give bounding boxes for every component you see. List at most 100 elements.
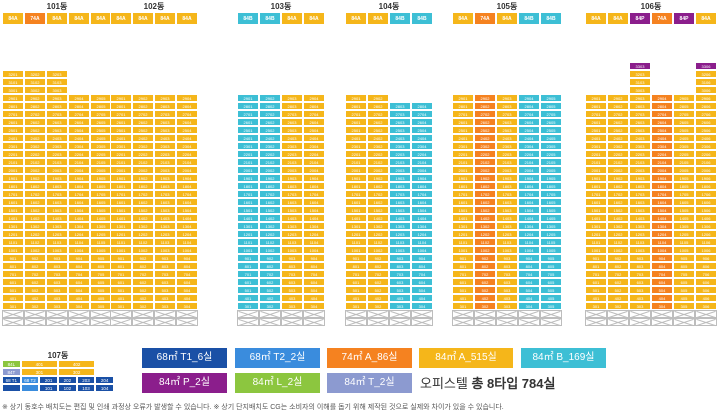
non-residential-cell <box>651 310 673 318</box>
unit-cell: 302 <box>24 302 46 310</box>
unit-cell-107: 102 <box>58 384 77 392</box>
unit-cell: 1403 <box>154 214 176 222</box>
unit-cell: 1506 <box>695 206 717 214</box>
unit-cell: 2603 <box>281 118 303 126</box>
unit-cell: 502 <box>607 286 629 294</box>
building-title-107: 107동 <box>47 351 69 360</box>
unit-cell: 2404 <box>176 134 198 142</box>
unit-cell: 1104 <box>303 238 325 246</box>
unit-cell: 803 <box>389 262 411 270</box>
unit-cell: 1805 <box>90 182 112 190</box>
unit-cell: 1203 <box>154 230 176 238</box>
unit-cell: 1103 <box>154 238 176 246</box>
non-residential-cell <box>110 310 132 318</box>
unit-cell: 1502 <box>132 206 154 214</box>
unit-cell: 1605 <box>673 198 695 206</box>
unit-cell: 1502 <box>607 206 629 214</box>
unit-cell: 1005 <box>90 246 112 254</box>
non-residential-cell <box>629 310 651 318</box>
unit-cell: 1301 <box>2 222 24 230</box>
unit-cell: 2103 <box>46 158 68 166</box>
unit-cell: 1701 <box>452 190 474 198</box>
unit-cell: 1505 <box>90 206 112 214</box>
unit-cell: 705 <box>540 270 562 278</box>
unit-cell: 1903 <box>281 174 303 182</box>
unit-cell: 2203 <box>389 150 411 158</box>
non-residential-cell <box>90 310 112 318</box>
unit-cell: 604 <box>176 278 198 286</box>
unit-cell: 3103 <box>46 78 68 86</box>
unit-cell: 803 <box>46 262 68 270</box>
unit-cell: 1002 <box>367 246 389 254</box>
unit-cell: 1803 <box>389 182 411 190</box>
unit-cell: 303 <box>154 302 176 310</box>
unit-cell: 2503 <box>154 126 176 134</box>
unit-cell: 1305 <box>90 222 112 230</box>
unit-cell: 3103 <box>629 78 651 86</box>
non-residential-cell <box>540 310 562 318</box>
unit-cell: 2801 <box>452 102 474 110</box>
unit-type-header: 84B <box>259 12 281 25</box>
unit-cell: 402 <box>132 294 154 302</box>
unit-cell: 601 <box>2 278 24 286</box>
unit-cell: 1601 <box>2 198 24 206</box>
unit-cell: 1604 <box>68 198 90 206</box>
unit-cell: 303 <box>496 302 518 310</box>
unit-cell: 1702 <box>259 190 281 198</box>
unit-cell: 2501 <box>110 126 132 134</box>
unit-cell: 802 <box>24 262 46 270</box>
unit-cell: 1004 <box>651 246 673 254</box>
unit-cell-107 <box>20 384 40 392</box>
unit-cell: 305 <box>673 302 695 310</box>
unit-cell: 2405 <box>90 134 112 142</box>
unit-cell: 1705 <box>90 190 112 198</box>
unit-cell: 1101 <box>237 238 259 246</box>
unit-cell: 2904 <box>518 94 540 102</box>
unit-cell: 2003 <box>46 166 68 174</box>
unit-cell: 803 <box>496 262 518 270</box>
unit-cell: 2205 <box>673 150 695 158</box>
unit-cell: 1203 <box>281 230 303 238</box>
unit-cell-107: 203 <box>76 376 96 384</box>
unit-cell: 2801 <box>110 102 132 110</box>
unit-cell: 1303 <box>496 222 518 230</box>
unit-cell: 1203 <box>496 230 518 238</box>
unit-cell: 2001 <box>2 166 24 174</box>
unit-cell: 1801 <box>452 182 474 190</box>
unit-cell: 3006 <box>695 86 717 94</box>
unit-cell: 2706 <box>695 110 717 118</box>
unit-cell: 1401 <box>237 214 259 222</box>
non-residential-cell <box>259 318 281 326</box>
unit-cell-107: 202 <box>58 376 77 384</box>
unit-cell: 904 <box>518 254 540 262</box>
unit-cell: 2105 <box>540 158 562 166</box>
unit-cell: 2803 <box>496 102 518 110</box>
unit-cell: 1102 <box>24 238 46 246</box>
unit-cell: 2104 <box>68 158 90 166</box>
unit-cell: 1804 <box>518 182 540 190</box>
unit-cell: 1801 <box>345 182 367 190</box>
unit-cell: 2103 <box>629 158 651 166</box>
unit-cell: 2504 <box>518 126 540 134</box>
unit-cell: 1503 <box>629 206 651 214</box>
unit-cell: 2003 <box>629 166 651 174</box>
unit-cell: 2203 <box>46 150 68 158</box>
unit-cell: 603 <box>281 278 303 286</box>
unit-cell: 1602 <box>607 198 629 206</box>
non-residential-cell <box>651 318 673 326</box>
unit-cell: 2803 <box>281 102 303 110</box>
unit-cell: 1503 <box>389 206 411 214</box>
unit-type-header: 84A <box>2 12 24 25</box>
unit-cell-107: 103 <box>76 384 96 392</box>
unit-cell: 603 <box>154 278 176 286</box>
unit-cell: 1601 <box>237 198 259 206</box>
non-residential-cell <box>695 310 717 318</box>
unit-cell: 1804 <box>303 182 325 190</box>
unit-cell: 2201 <box>452 150 474 158</box>
unit-cell: 1701 <box>2 190 24 198</box>
unit-type-header: 84A <box>46 12 68 25</box>
unit-cell: 2701 <box>345 110 367 118</box>
unit-cell: 304 <box>651 302 673 310</box>
unit-cell: 2103 <box>154 158 176 166</box>
unit-cell: 601 <box>585 278 607 286</box>
